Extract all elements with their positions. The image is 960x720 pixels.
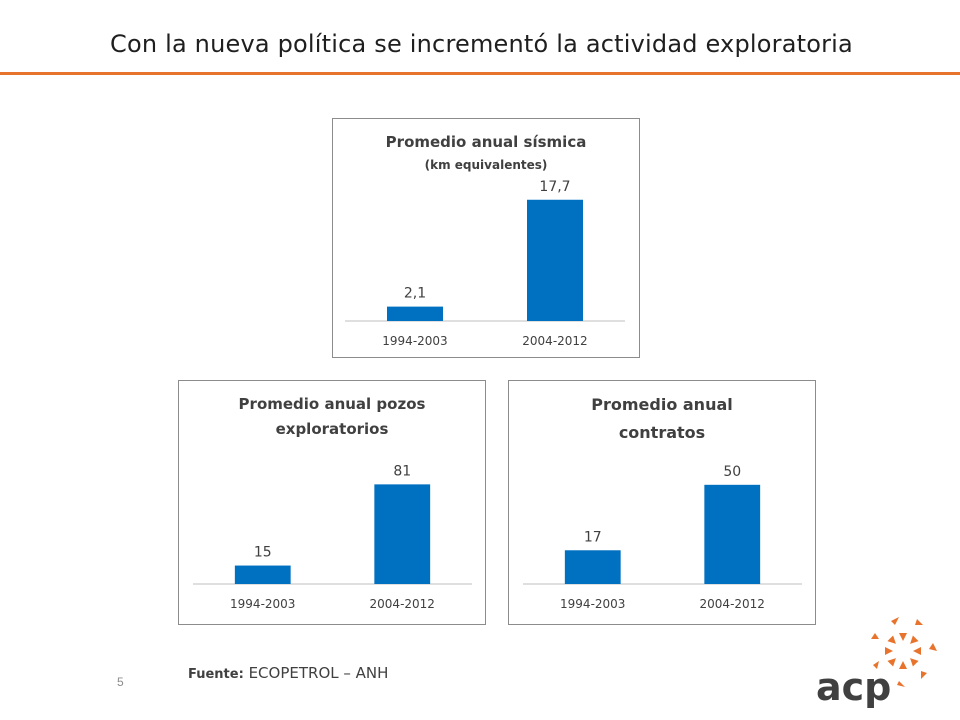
chart-seismic-value-label-2: 17,7 — [539, 179, 570, 195]
chart-contracts-value-label-2: 50 — [723, 464, 741, 480]
acp-logo: acp — [816, 617, 937, 709]
chart-wells-tick-label-2: 2004-2012 — [370, 597, 435, 611]
chart-wells-bar-1 — [234, 565, 291, 584]
chart-contracts-title-line-1: Promedio anual — [591, 395, 733, 414]
chart-wells-title-line-2: exploratorios — [275, 420, 389, 438]
logo-text: acp — [816, 665, 891, 709]
chart-contracts-value-label-1: 17 — [584, 529, 602, 545]
chart-seismic-subtitle: (km equivalentes) — [424, 158, 548, 172]
chart-contracts-title-line-2: contratos — [618, 423, 706, 442]
chart-wells-plot: 15 1994-2003 81 2004-2012 — [193, 463, 472, 611]
chart-seismic-tick-label-2: 2004-2012 — [522, 334, 587, 348]
chart-wells-bar-2 — [374, 484, 431, 584]
chart-contracts-bar-1 — [564, 550, 621, 584]
chart-seismic-value-label-1: 2,1 — [404, 286, 426, 302]
chart-seismic-plot: 2,1 1994-2003 17,7 2004-2012 — [345, 179, 625, 348]
chart-wells-value-label-2: 81 — [393, 463, 411, 479]
chart-seismic-bar-1 — [387, 306, 443, 321]
chart-contracts-tick-label-2: 2004-2012 — [700, 597, 765, 611]
chart-wells-title-line-1: Promedio anual pozos — [238, 395, 426, 413]
chart-seismic-bar-2 — [527, 199, 583, 321]
source-note: Fuente: ECOPETROL – ANH — [188, 664, 388, 682]
chart-wells-tick-label-1: 1994-2003 — [230, 597, 295, 611]
chart-contracts-bar-2 — [704, 484, 761, 584]
chart-contracts-plot: 17 1994-2003 50 2004-2012 — [523, 464, 802, 611]
chart-seismic: Promedio anual sísmica (km equivalentes)… — [332, 118, 640, 358]
source-label: Fuente: — [188, 667, 244, 682]
source-text: ECOPETROL – ANH — [248, 664, 389, 682]
page-number: 5 — [117, 675, 124, 689]
chart-seismic-tick-label-1: 1994-2003 — [382, 334, 447, 348]
chart-contracts-tick-label-1: 1994-2003 — [560, 597, 625, 611]
title-divider — [0, 72, 960, 75]
chart-contracts: Promedio anual contratos 17 1994-2003 50 20… — [508, 380, 816, 625]
slide-title: Con la nueva política se incrementó la a… — [110, 30, 853, 58]
chart-seismic-title: Promedio anual sísmica — [385, 133, 587, 151]
chart-wells-value-label-1: 15 — [254, 545, 272, 561]
chart-wells: Promedio anual pozos exploratorios 15 199… — [178, 380, 486, 625]
